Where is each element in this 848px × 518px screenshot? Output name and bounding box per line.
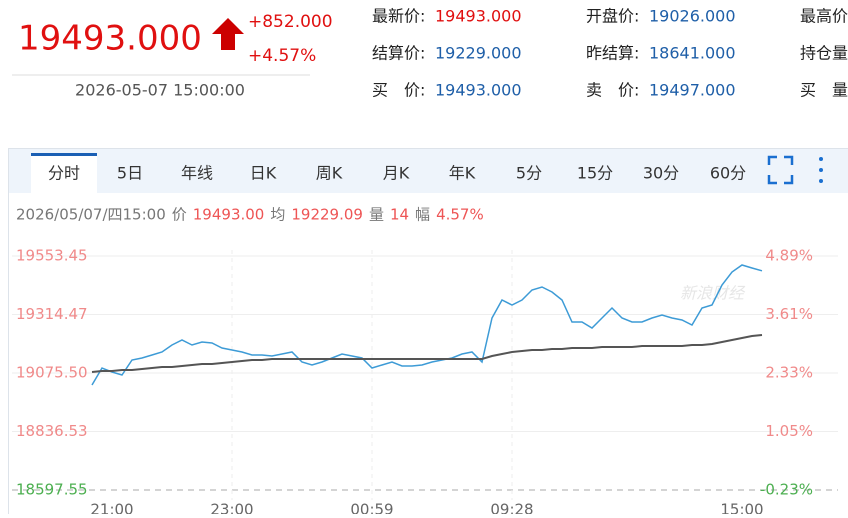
field-value: 19493.000 (435, 81, 522, 100)
tab[interactable]: 分时 (48, 164, 80, 183)
y2-tick-label: 2.33% (765, 364, 813, 382)
x-tick-label: 23:00 (210, 501, 253, 515)
info-avg: 19229.09 (291, 206, 363, 224)
y2-tick-label: -0.23% (760, 481, 813, 499)
y2-tick-label: 3.61% (765, 305, 813, 323)
datetime: 2026-05-07 15:00:00 (75, 81, 245, 100)
info-avg-label: 均 (270, 206, 285, 224)
info-amp-label: 幅 (415, 206, 430, 224)
y-tick-label: 19075.50 (16, 364, 88, 382)
tab[interactable]: 月K (383, 164, 410, 183)
info-price-label: 价 (172, 206, 187, 224)
last-price: 19493.000 (18, 19, 202, 59)
field-label: 买 价: (372, 81, 425, 100)
x-tick-label: 21:00 (90, 501, 133, 515)
info-amp: 4.57% (436, 206, 484, 224)
info-price: 19493.00 (193, 206, 265, 224)
y-tick-label: 19314.47 (16, 305, 88, 323)
y2-tick-label: 1.05% (765, 422, 813, 440)
watermark: 新浪财经 (680, 284, 746, 303)
field-value: 19493.000 (435, 7, 522, 26)
field-label: 开盘价: (586, 7, 639, 26)
info-vol-label: 量 (369, 206, 384, 224)
info-datetime: 2026/05/07/四15:00 (16, 206, 166, 224)
field-label: 卖 价: (586, 81, 639, 100)
field-value: 19229.000 (435, 44, 522, 63)
field-label: 昨结算: (586, 44, 639, 63)
tab[interactable]: 60分 (710, 164, 746, 183)
tab[interactable]: 5日 (117, 164, 143, 183)
y-tick-label: 18597.55 (16, 481, 88, 499)
y2-tick-label: 4.89% (765, 247, 813, 265)
tab[interactable]: 15分 (577, 164, 613, 183)
field-label: 持仓量 (800, 44, 848, 63)
info-vol: 14 (390, 206, 409, 224)
field-label: 结算价: (372, 44, 425, 63)
tab[interactable]: 日K (250, 164, 277, 183)
x-tick-label: 15:00 (720, 501, 763, 515)
field-value: 19026.000 (649, 7, 736, 26)
y-tick-label: 18836.53 (16, 422, 88, 440)
y-tick-label: 19553.45 (16, 247, 88, 265)
change: +852.000 (248, 12, 333, 32)
field-value: 19497.000 (649, 81, 736, 100)
field-label: 最高价 (800, 7, 848, 26)
tab[interactable]: 周K (316, 164, 343, 183)
tab[interactable]: 5分 (516, 164, 542, 183)
tab[interactable]: 年线 (181, 164, 213, 183)
change-pct: +4.57% (248, 46, 316, 66)
up-arrow (212, 18, 244, 50)
tab[interactable]: 30分 (643, 164, 679, 183)
field-label: 最新价: (372, 7, 425, 26)
x-tick-label: 00:59 (350, 501, 393, 515)
chart-panel (9, 149, 848, 515)
field-value: 18641.000 (649, 44, 736, 63)
active-tab-marker (31, 153, 97, 156)
tab[interactable]: 年K (449, 164, 476, 183)
x-tick-label: 09:28 (490, 501, 533, 515)
field-label: 买 量 (800, 81, 848, 100)
